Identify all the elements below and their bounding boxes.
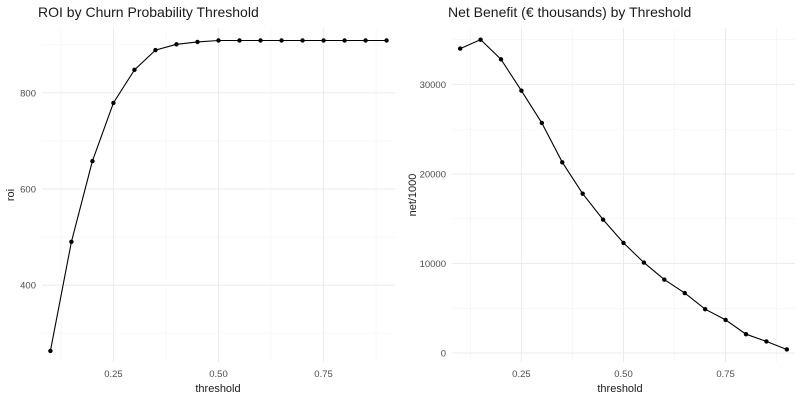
roi-x-tick-labels: 0.25 0.50 0.75 bbox=[104, 369, 333, 380]
net-benefit-data-point bbox=[539, 120, 545, 126]
net-benefit-data-point bbox=[560, 160, 565, 165]
net-benefit-data-point bbox=[641, 260, 647, 265]
roi-chart-panel: ROI by Churn Probability Threshold 0.25 0… bbox=[5, 4, 395, 395]
roi-y-tick-labels: 400 600 800 bbox=[20, 88, 36, 291]
net-benefit-y-tick-label: 10000 bbox=[420, 259, 446, 270]
net-benefit-y-tick-label: 20000 bbox=[420, 169, 446, 180]
net-benefit-grid bbox=[452, 28, 795, 362]
net-benefit-data-point bbox=[580, 191, 585, 196]
roi-data-point bbox=[153, 47, 158, 53]
net-benefit-y-tick-label: 30000 bbox=[420, 80, 446, 91]
roi-data-point bbox=[195, 39, 200, 45]
roi-data-point bbox=[300, 38, 305, 43]
roi-x-tick-label: 0.50 bbox=[209, 369, 228, 380]
roi-data-point bbox=[321, 38, 326, 43]
net-benefit-data-point bbox=[519, 88, 524, 93]
net-benefit-data-point bbox=[764, 339, 769, 344]
roi-data-point bbox=[111, 100, 116, 106]
net-benefit-data-point bbox=[478, 37, 483, 42]
roi-data-point bbox=[363, 38, 368, 43]
roi-x-tick-label: 0.25 bbox=[104, 369, 123, 380]
net-benefit-data-point bbox=[600, 217, 606, 222]
net-benefit-y-axis-title: net/1000 bbox=[407, 174, 419, 217]
roi-data-point bbox=[132, 67, 137, 73]
roi-data-point bbox=[279, 38, 284, 43]
net-benefit-y-tick-labels: 0 10000 20000 30000 bbox=[420, 80, 446, 360]
roi-data-point bbox=[342, 38, 347, 43]
roi-y-tick-label: 800 bbox=[20, 88, 36, 99]
net-benefit-data-point bbox=[682, 290, 687, 296]
net-benefit-chart-title: Net Benefit (€ thousands) by Threshold bbox=[448, 4, 691, 20]
roi-chart-title: ROI by Churn Probability Threshold bbox=[38, 4, 259, 20]
roi-data-point bbox=[174, 42, 179, 47]
roi-y-axis-title: roi bbox=[5, 189, 17, 201]
net-benefit-data-point bbox=[743, 332, 749, 337]
roi-data-point bbox=[48, 348, 53, 354]
net-benefit-y-tick-label: 0 bbox=[441, 349, 446, 360]
net-benefit-x-axis-title: threshold bbox=[597, 383, 642, 395]
net-benefit-data-point bbox=[702, 306, 708, 312]
roi-x-tick-label: 0.75 bbox=[314, 369, 333, 380]
roi-data-point bbox=[384, 38, 389, 43]
net-benefit-x-tick-label: 0.25 bbox=[512, 369, 531, 380]
roi-data-point bbox=[69, 239, 74, 245]
net-benefit-data-point bbox=[621, 240, 626, 246]
roi-y-tick-label: 400 bbox=[20, 281, 36, 292]
net-benefit-series-points bbox=[457, 37, 790, 352]
roi-series-points bbox=[48, 38, 389, 354]
roi-y-tick-label: 600 bbox=[20, 184, 36, 195]
net-benefit-data-point bbox=[457, 46, 463, 51]
net-benefit-x-tick-label: 0.75 bbox=[716, 369, 735, 380]
roi-x-axis-title: threshold bbox=[195, 383, 240, 395]
roi-grid bbox=[42, 28, 395, 362]
net-benefit-data-point bbox=[784, 347, 790, 352]
net-benefit-x-tick-label: 0.50 bbox=[614, 369, 633, 380]
net-benefit-chart-panel: Net Benefit (€ thousands) by Threshold 0… bbox=[407, 4, 795, 395]
roi-data-point bbox=[258, 38, 263, 43]
roi-data-point bbox=[237, 38, 242, 43]
roi-data-point bbox=[90, 158, 95, 164]
roi-data-point bbox=[216, 38, 221, 43]
net-benefit-data-point bbox=[662, 277, 667, 282]
net-benefit-data-point bbox=[723, 317, 728, 323]
net-benefit-data-point bbox=[498, 57, 504, 62]
net-benefit-x-tick-labels: 0.25 0.50 0.75 bbox=[512, 369, 735, 380]
